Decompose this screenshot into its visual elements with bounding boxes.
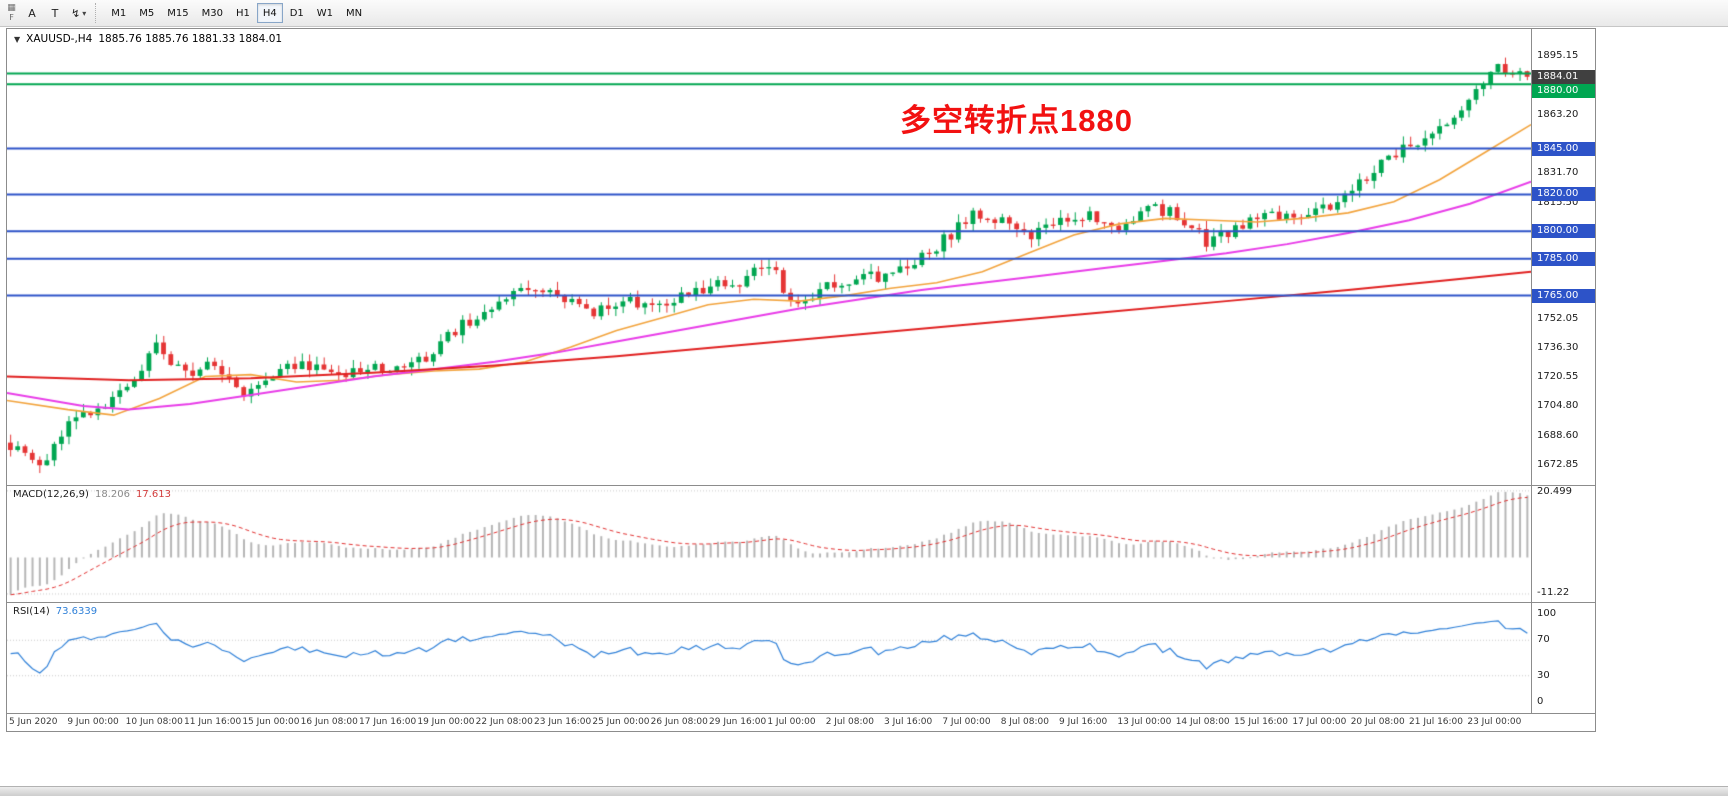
price-tick: 1720.55 <box>1537 371 1579 383</box>
window-bottom-edge <box>0 786 1728 796</box>
price-tick: 1688.60 <box>1537 430 1579 442</box>
main-price-panel[interactable]: ▼ XAUUSD-,H4 1885.76 1885.76 1881.33 188… <box>7 29 1595 485</box>
time-axis-label: 25 Jun 00:00 <box>592 717 650 727</box>
time-axis-label: 1 Jul 00:00 <box>767 717 816 727</box>
price-line-label: 1800.00 <box>1532 224 1595 239</box>
zigzag-icon: ↯ <box>71 6 81 20</box>
time-axis-label: 10 Jun 08:00 <box>125 717 183 727</box>
timeframe-MN[interactable]: MN <box>340 3 368 23</box>
time-axis-label: 23 Jul 00:00 <box>1467 717 1522 727</box>
chevron-down-icon: ▾ <box>82 8 87 18</box>
price-line-label: 1765.00 <box>1532 288 1595 303</box>
price-tick: 1895.15 <box>1537 50 1579 62</box>
price-tick: 1736.30 <box>1537 342 1579 354</box>
macd-chart-canvas[interactable] <box>7 486 1531 602</box>
price-tick: 1752.05 <box>1537 313 1579 325</box>
macd-indicator-panel[interactable]: MACD(12,26,9) 18.206 17.613 20.499 -11.2… <box>7 485 1595 602</box>
chart-title: ▼ XAUUSD-,H4 1885.76 1885.76 1881.33 188… <box>14 33 282 45</box>
price-line-label: 1880.00 <box>1532 83 1595 98</box>
price-scale[interactable]: 1895.15 1863.20 1831.70 1815.50 1752.05 1736.… <box>1531 29 1595 485</box>
text-label-button[interactable]: T <box>44 3 66 24</box>
toolbar-drag-handle[interactable]: ▦ F <box>3 3 20 22</box>
macd-main-value: 18.206 <box>94 489 130 500</box>
time-axis-label: 7 Jul 00:00 <box>942 717 991 727</box>
timeframe-M1[interactable]: M1 <box>105 3 132 23</box>
rsi-axis-label: 30 <box>1537 669 1550 681</box>
grid-icon: ▦ <box>7 3 16 14</box>
time-axis-label: 21 Jul 16:00 <box>1409 717 1464 727</box>
price-line-label: 1785.00 <box>1532 251 1595 266</box>
time-axis-label: 16 Jun 08:00 <box>300 717 358 727</box>
time-axis-label: 17 Jul 00:00 <box>1292 717 1347 727</box>
time-axis-label: 9 Jun 00:00 <box>67 717 119 727</box>
chart-ohlc-values: 1885.76 1885.76 1881.33 1884.01 <box>98 33 283 45</box>
rsi-indicator-label: RSI(14) 73.6339 <box>13 606 97 617</box>
candlestick-chart-canvas[interactable] <box>7 29 1531 485</box>
arrow-text-a-button[interactable]: A <box>21 3 43 24</box>
rsi-name: RSI(14) <box>13 606 50 617</box>
time-axis-label: 5 Jun 2020 <box>9 717 58 727</box>
rsi-value: 73.6339 <box>55 606 98 617</box>
time-axis-label: 20 Jul 08:00 <box>1350 717 1405 727</box>
time-axis-label: 22 Jun 08:00 <box>475 717 533 727</box>
time-axis-label: 2 Jul 08:00 <box>825 717 874 727</box>
time-scale[interactable]: 5 Jun 2020 9 Jun 00:00 10 Jun 08:00 11 Jun … <box>7 713 1595 731</box>
timeframe-H4[interactable]: H4 <box>256 3 283 23</box>
price-tick: 1815.50 <box>1537 196 1579 208</box>
time-axis-label: 23 Jun 16:00 <box>534 717 592 727</box>
macd-scale[interactable]: 20.499 -11.22 <box>1531 486 1595 602</box>
chart-expander-icon[interactable]: ▼ <box>14 34 21 44</box>
time-axis-label: 17 Jun 16:00 <box>359 717 417 727</box>
timeframe-D1[interactable]: D1 <box>284 3 310 23</box>
time-axis-label: 19 Jun 00:00 <box>417 717 475 727</box>
timeframe-H1[interactable]: H1 <box>230 3 256 23</box>
time-axis-label: 15 Jun 00:00 <box>242 717 300 727</box>
chart-symbol-timeframe: XAUUSD-,H4 <box>26 33 93 45</box>
price-line-label: 1884.01 <box>1532 69 1595 84</box>
time-axis-label: 14 Jul 08:00 <box>1175 717 1230 727</box>
rsi-scale[interactable]: 100 70 30 0 <box>1531 603 1595 713</box>
chart-style-button[interactable]: ↯ ▾ <box>67 3 90 24</box>
price-tick: 1863.20 <box>1537 109 1579 121</box>
time-axis-label: 3 Jul 16:00 <box>884 717 933 727</box>
price-tick: 1704.80 <box>1537 400 1579 412</box>
chart-text-annotation[interactable]: 多空转折点1880 <box>900 103 1133 138</box>
price-line-label: 1820.00 <box>1532 187 1595 202</box>
toolbar: ▦ F A T ↯ ▾ M1 M5 M15 M30 H1 H4 D1 W1 MN <box>0 0 1728 27</box>
price-tick: 1831.70 <box>1537 166 1579 178</box>
timeframe-M30[interactable]: M30 <box>196 3 229 23</box>
macd-signal-value: 17.613 <box>135 489 171 500</box>
price-tick: 1672.85 <box>1537 459 1579 471</box>
rsi-axis-label: 100 <box>1537 607 1557 619</box>
time-axis-label: 15 Jul 16:00 <box>1234 717 1289 727</box>
timeframe-M15[interactable]: M15 <box>161 3 194 23</box>
macd-indicator-label: MACD(12,26,9) 18.206 17.613 <box>13 489 171 500</box>
time-axis-label: 11 Jun 16:00 <box>184 717 242 727</box>
toolbar-f-label: F <box>9 12 14 22</box>
timeframe-toolbar: M1 M5 M15 M30 H1 H4 D1 W1 MN <box>105 3 368 23</box>
timeframe-W1[interactable]: W1 <box>311 3 339 23</box>
rsi-chart-canvas[interactable] <box>7 603 1531 713</box>
rsi-axis-label: 0 <box>1537 696 1544 708</box>
macd-axis-max: 20.499 <box>1537 486 1572 497</box>
macd-axis-min: -11.22 <box>1537 587 1570 598</box>
chart-widget: ▼ XAUUSD-,H4 1885.76 1885.76 1881.33 188… <box>6 28 1596 732</box>
time-axis-label: 29 Jun 16:00 <box>709 717 767 727</box>
time-axis-label: 26 Jun 08:00 <box>650 717 708 727</box>
timeframe-M5[interactable]: M5 <box>133 3 160 23</box>
price-line-label: 1845.00 <box>1532 141 1595 156</box>
time-axis-label: 13 Jul 00:00 <box>1117 717 1172 727</box>
rsi-axis-label: 70 <box>1537 634 1550 646</box>
toolbar-separator <box>95 3 100 23</box>
macd-name: MACD(12,26,9) <box>13 489 89 500</box>
rsi-indicator-panel[interactable]: RSI(14) 73.6339 100 70 30 0 <box>7 602 1595 713</box>
time-axis-label: 9 Jul 16:00 <box>1059 717 1108 727</box>
time-axis-label: 8 Jul 08:00 <box>1000 717 1049 727</box>
